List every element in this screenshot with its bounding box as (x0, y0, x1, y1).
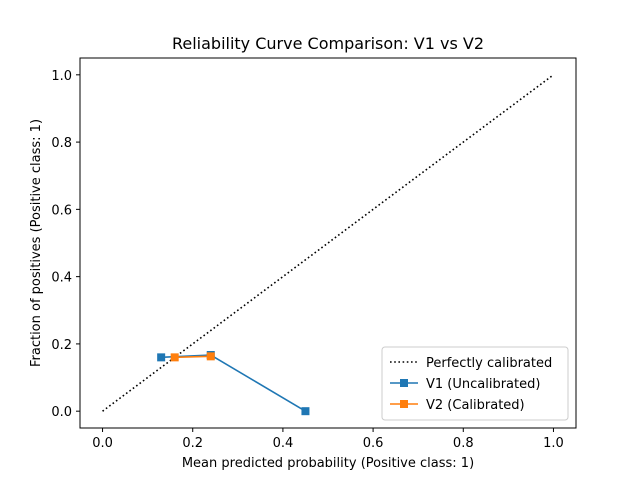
chart-title: Reliability Curve Comparison: V1 vs V2 (172, 34, 484, 53)
legend-box (381, 346, 569, 421)
series-1-point-2 (301, 407, 310, 416)
y-axis-label: Fraction of positives (Positive class: 1… (29, 119, 44, 367)
legend: Perfectly calibrated V1 (Uncalibrated) V2 … (381, 346, 569, 421)
x-tick-label-1: 0.2 (182, 436, 203, 451)
series-2-point-1 (206, 352, 215, 361)
y-tick-label-0: 0.0 (51, 405, 72, 420)
y-tick-label-1: 0.2 (51, 338, 72, 353)
y-tick-label-2: 0.4 (51, 271, 72, 286)
y-tick-label-5: 1.0 (51, 69, 72, 84)
legend-marker-2 (400, 400, 408, 408)
x-tick-label-0: 0.0 (92, 436, 113, 451)
legend-marker-1 (400, 379, 408, 387)
series-1-point-0 (157, 353, 166, 362)
legend-label-2: V2 (Calibrated) (426, 398, 525, 413)
x-tick-label-4: 0.8 (453, 436, 474, 451)
y-tick-label-3: 0.6 (51, 203, 72, 218)
axes-frame (79, 57, 577, 429)
x-axis-label: Mean predicted probability (Positive cla… (182, 456, 474, 471)
y-tick-label-4: 0.8 (51, 136, 72, 151)
x-tick-label-5: 1.0 (543, 436, 564, 451)
plot-area: 0.0 0.2 0.4 0.6 0.8 1.0 0.0 0.2 0.4 0.6 0.8 1.0 (51, 57, 577, 451)
legend-label-0: Perfectly calibrated (426, 356, 552, 371)
legend-label-1: V1 (Uncalibrated) (426, 377, 540, 392)
x-tick-label-2: 0.4 (273, 436, 294, 451)
series-line-2 (174, 355, 211, 359)
series-2-point-0 (170, 353, 179, 362)
x-tick-label-3: 0.6 (363, 436, 384, 451)
